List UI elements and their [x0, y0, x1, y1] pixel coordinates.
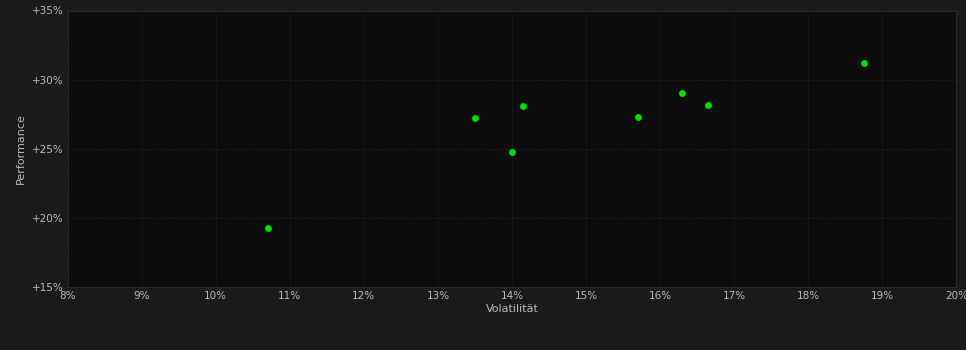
Point [504, 149, 520, 154]
Point [674, 91, 690, 96]
Point [516, 103, 531, 109]
Point [260, 225, 275, 230]
Point [630, 114, 645, 120]
X-axis label: Volatilität: Volatilität [486, 304, 538, 314]
Point [856, 60, 871, 66]
Y-axis label: Performance: Performance [16, 113, 26, 184]
Point [468, 116, 483, 121]
Point [700, 102, 716, 107]
